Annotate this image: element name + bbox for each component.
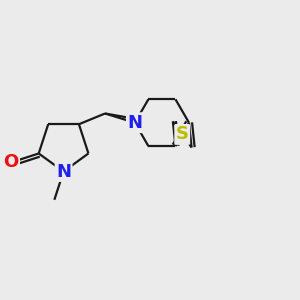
Text: S: S — [176, 125, 189, 143]
Text: N: N — [128, 114, 142, 132]
Text: N: N — [56, 163, 71, 181]
Text: O: O — [3, 154, 19, 172]
